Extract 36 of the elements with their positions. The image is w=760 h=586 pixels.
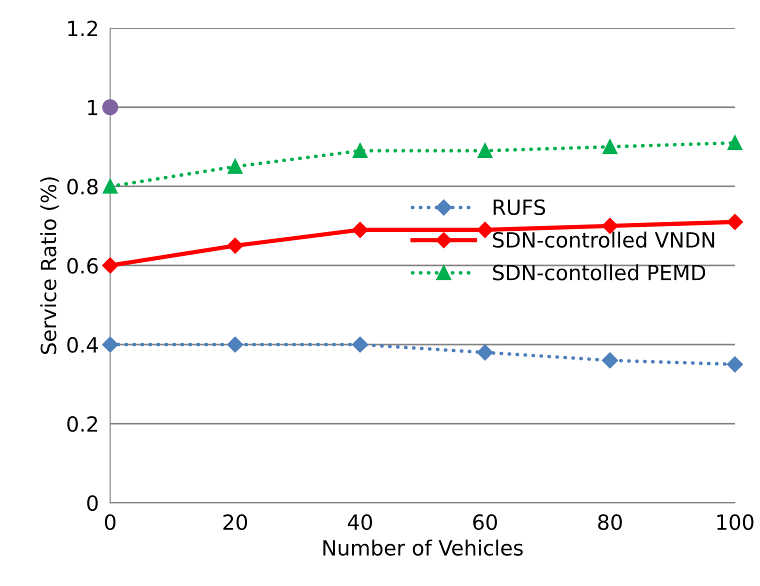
point — [478, 143, 492, 158]
point — [352, 143, 368, 158]
point — [727, 214, 743, 230]
point — [728, 136, 742, 150]
x-axis-title: Number of Vehicles — [323, 540, 523, 556]
y-tick-label: 0.2 — [67, 416, 98, 432]
x-tick-label: 40 — [348, 514, 372, 530]
point — [227, 238, 244, 254]
legend-label: RUFS — [494, 199, 546, 216]
x-tick-label: 60 — [473, 514, 497, 530]
point — [477, 222, 493, 238]
x-tick-label: 100 — [717, 514, 754, 530]
y-tick-label: 0 — [87, 495, 98, 511]
point — [727, 356, 743, 372]
y-tick-label: 0.6 — [67, 258, 98, 274]
x-tick-label: 20 — [223, 514, 248, 530]
point — [102, 258, 118, 274]
legend-label: SDN-contolled PEMD — [493, 264, 706, 280]
x-tick-label: 80 — [598, 514, 622, 530]
point — [352, 222, 368, 238]
x-tick-label: 0 — [104, 514, 116, 530]
y-tick-label: 0.8 — [67, 178, 98, 195]
y-axis-title: Service Ratio (%) — [40, 177, 59, 354]
y-tick-label: 1 — [88, 100, 98, 116]
point — [228, 159, 242, 174]
point — [602, 140, 618, 154]
point — [102, 179, 118, 194]
point — [477, 344, 493, 360]
point — [102, 99, 118, 116]
point — [352, 336, 368, 352]
point — [102, 336, 118, 352]
point — [602, 352, 618, 368]
y-tick-label: 1.2 — [68, 20, 98, 36]
y-tick-label: 0.4 — [67, 337, 98, 353]
point — [227, 336, 244, 352]
legend-label: SDN-controlled VNDN — [493, 232, 714, 248]
